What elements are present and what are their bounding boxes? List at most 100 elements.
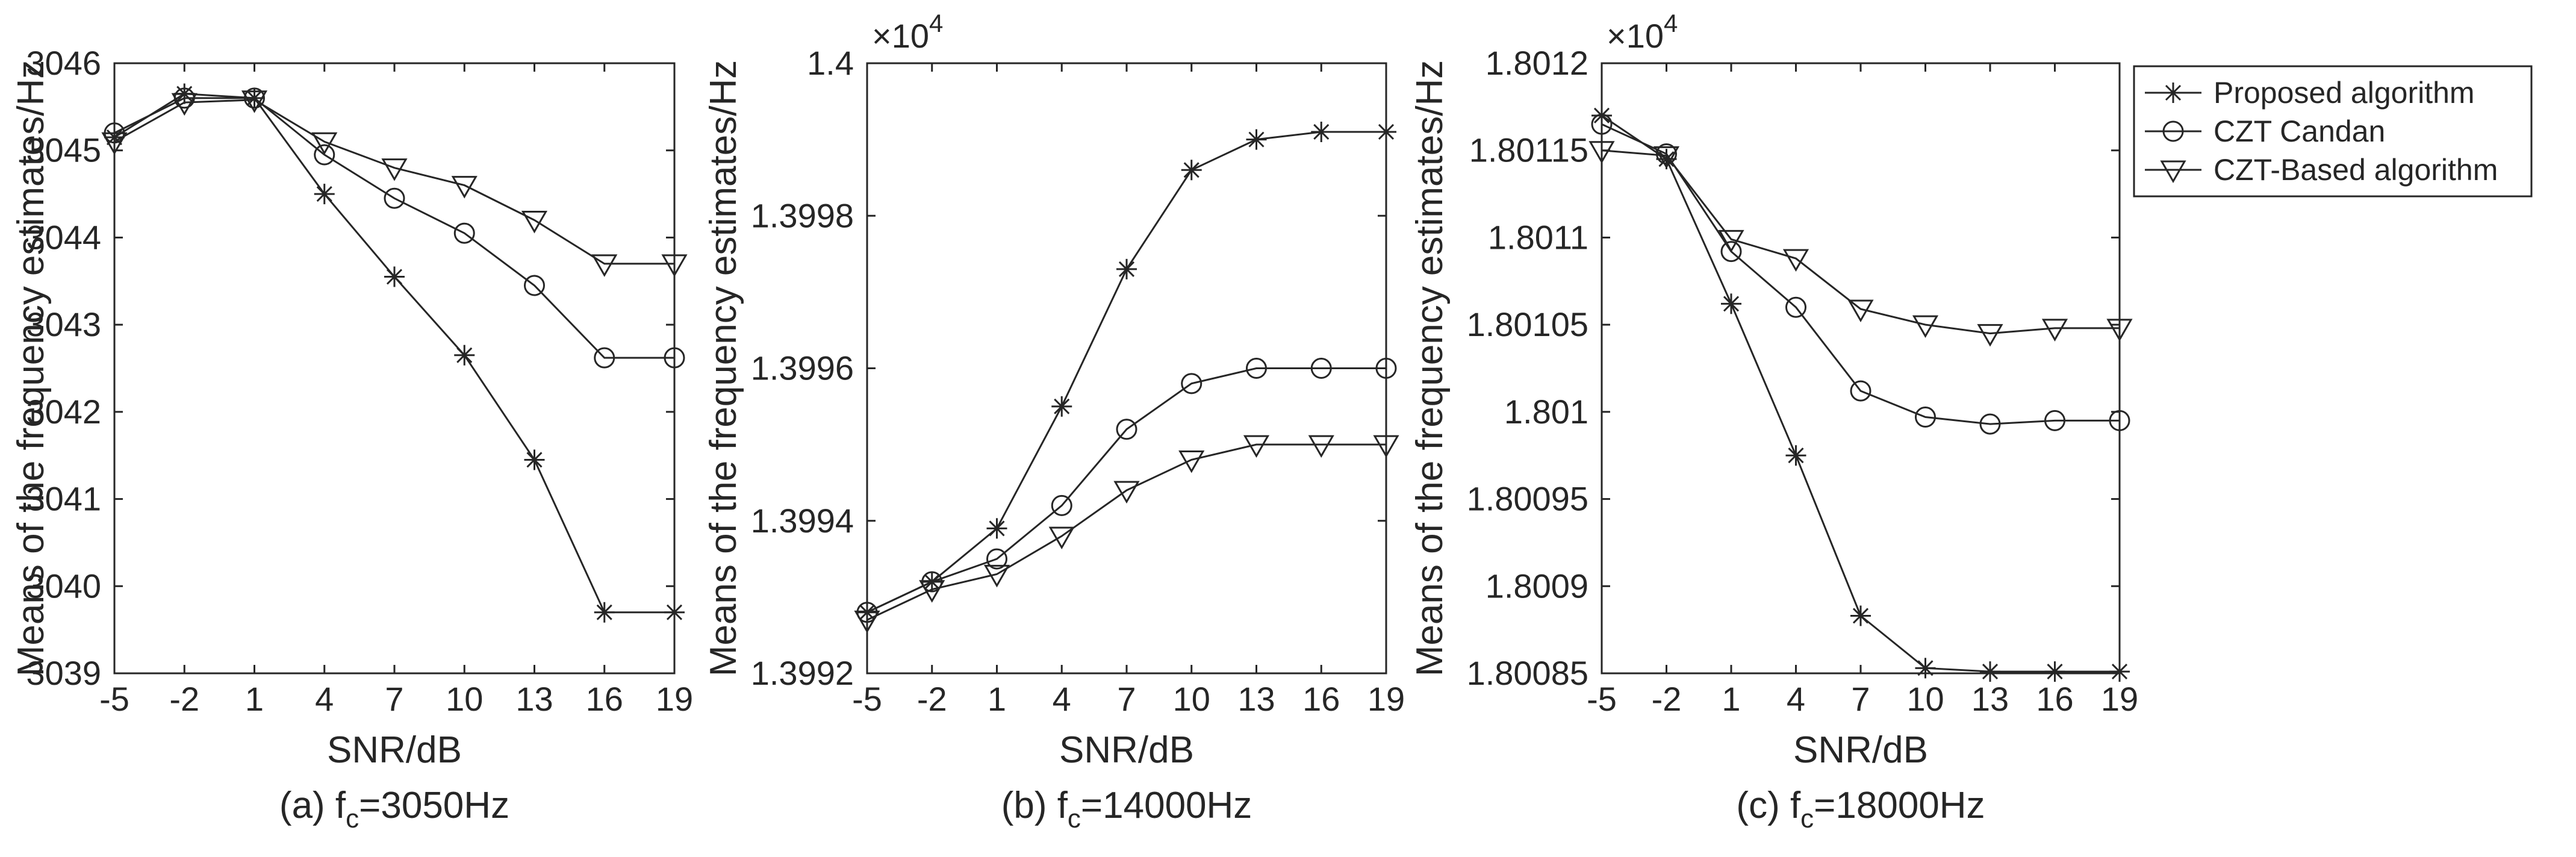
y-tick-label: 3043 (26, 305, 101, 343)
y-tick-label: 1.80095 (1467, 480, 1588, 518)
data-point-triangle (1718, 229, 1744, 253)
data-point-star (384, 266, 405, 287)
data-point-circle (1656, 143, 1677, 165)
x-tick-label: 7 (1851, 680, 1870, 718)
plot-area-c (1601, 62, 2121, 675)
y-axis-label: Means of the frequency estimates/Hz (703, 60, 744, 676)
data-point-triangle (171, 93, 198, 116)
data-point-triangle (241, 90, 268, 113)
data-point-circle (1720, 241, 1742, 263)
data-point-triangle (2041, 319, 2068, 341)
data-point-star (1246, 129, 1267, 150)
data-point-triangle (919, 580, 945, 603)
y-exponent-label: ×104 (1607, 9, 1678, 55)
data-point-triangle (661, 254, 688, 277)
x-tick-label: -2 (917, 680, 947, 718)
data-point-triangle (1977, 324, 2003, 347)
x-tick-label: 7 (1117, 680, 1136, 718)
x-tick-label: 10 (1906, 680, 1944, 718)
y-axis-label: Means of the frequency estimates/Hz (1409, 60, 1451, 676)
data-point-circle (1181, 373, 1202, 394)
data-point-triangle (1847, 299, 1874, 323)
x-axis-label: SNR/dB (1793, 729, 1928, 771)
data-point-star (986, 518, 1007, 539)
data-point-star (1915, 658, 1936, 679)
data-point-star (2044, 661, 2065, 682)
x-tick-label: -5 (1587, 680, 1617, 718)
data-point-circle (244, 87, 265, 109)
data-point-star (454, 344, 475, 366)
x-tick-label: 13 (1237, 680, 1275, 718)
data-point-circle (1116, 419, 1137, 440)
panel-caption: (b) fc=14000Hz (1001, 785, 1252, 834)
data-point-circle (1051, 494, 1072, 516)
data-point-star (314, 184, 335, 205)
panel-a: -5 -2 1 4 7 10 13 16 19 3039 3040 3041 3042 3043 3044 3… (10, 44, 693, 834)
y-tick-label: 1.8011 (1488, 218, 1588, 256)
data-point-circle (1979, 413, 2001, 435)
data-point-triangle (1308, 435, 1334, 458)
data-point-star (1376, 121, 1396, 142)
data-point-circle (1850, 380, 1871, 402)
data-point-circle (664, 347, 685, 369)
data-point-triangle (1782, 249, 1809, 272)
series-line-triangle (1601, 149, 2120, 335)
data-point-star (1051, 396, 1072, 417)
data-point-star (104, 127, 125, 148)
data-point-triangle (1048, 526, 1075, 550)
data-point-star (1980, 661, 2000, 682)
x-tick-label: -5 (852, 680, 882, 718)
y-tick-label: 3044 (26, 218, 101, 256)
x-tick-label: 13 (1971, 680, 2009, 718)
data-point-triangle (1588, 141, 1615, 164)
plot-area-a (113, 62, 676, 675)
y-tick-label: 3039 (26, 654, 101, 692)
x-tick-label: 10 (1173, 680, 1210, 718)
x-tick-label: 16 (586, 680, 623, 718)
data-point-circle (1591, 113, 1613, 135)
data-point-triangle (854, 610, 880, 634)
data-point-star (1850, 605, 1871, 626)
data-point-circle (453, 222, 475, 244)
x-tick-label: 10 (446, 680, 483, 718)
legend-marker-star (2163, 83, 2183, 103)
x-tick-label: 13 (515, 680, 553, 718)
legend-label: Proposed algorithm (2214, 76, 2475, 110)
panel-caption: (c) fc=18000Hz (1736, 785, 1985, 834)
data-point-triangle (521, 210, 548, 234)
data-point-circle (594, 347, 615, 369)
data-point-triangle (311, 132, 338, 155)
y-tick-label: 3046 (26, 44, 101, 82)
data-point-circle (524, 275, 545, 296)
series-line-circle (114, 97, 674, 359)
x-tick-label: 1 (245, 680, 264, 718)
data-point-circle (986, 548, 1007, 570)
legend-label: CZT-Based algorithm (2214, 153, 2498, 187)
x-tick-label: -5 (99, 680, 129, 718)
panel-caption: (a) fc=3050Hz (279, 785, 509, 834)
data-point-triangle (451, 176, 478, 199)
data-point-circle (2109, 410, 2130, 431)
data-point-star (594, 602, 615, 623)
x-tick-label: 4 (1053, 680, 1071, 718)
x-tick-label: 7 (385, 680, 403, 718)
x-tick-label: 19 (1367, 680, 1405, 718)
x-tick-label: -2 (169, 680, 199, 718)
data-point-circle (384, 187, 405, 209)
data-point-triangle (1113, 481, 1140, 504)
data-point-triangle (1178, 450, 1205, 473)
x-tick-label: 1 (988, 680, 1006, 718)
data-point-triangle (591, 254, 618, 277)
y-tick-label: 1.8009 (1486, 567, 1588, 605)
legend-marker-triangle (2160, 160, 2186, 184)
y-tick-label: 1.3996 (751, 349, 854, 387)
y-tick-label: 1.3992 (751, 654, 854, 692)
data-point-star (664, 602, 685, 623)
y-tick-label: 3040 (26, 567, 101, 605)
x-tick-label: -2 (1652, 680, 1682, 718)
y-tick-label: 3045 (26, 131, 101, 169)
y-tick-label: 1.4 (807, 44, 854, 82)
legend-label: CZT Candan (2214, 114, 2385, 148)
data-point-circle (1310, 358, 1332, 379)
series-line-triangle (866, 443, 1386, 621)
